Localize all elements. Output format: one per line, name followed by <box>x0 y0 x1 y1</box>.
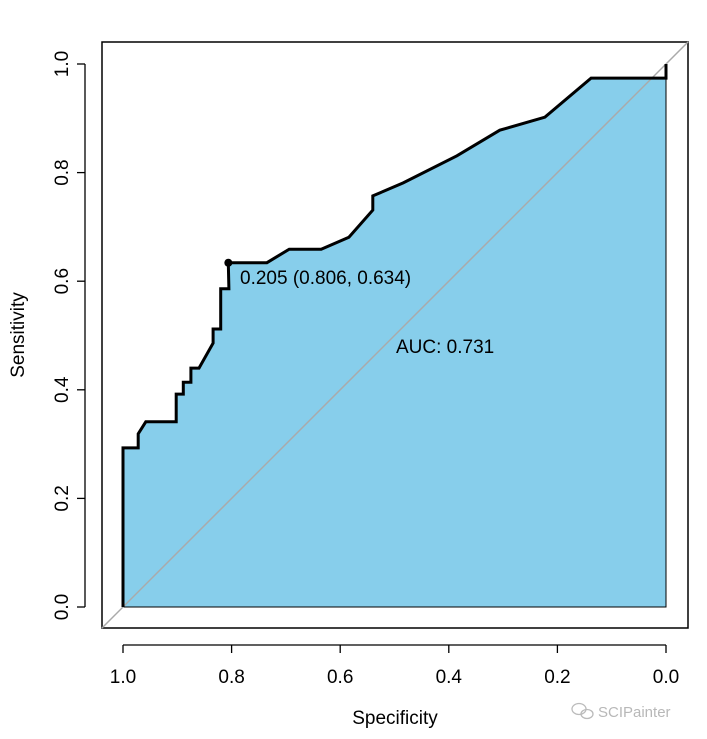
roc-curve <box>121 64 668 607</box>
plot-frame <box>101 41 689 629</box>
x-axis-label: Specificity <box>352 708 438 729</box>
best-threshold-point <box>224 258 233 267</box>
y-tick-label: 0.0 <box>52 594 73 620</box>
y-tick-label: 1.0 <box>52 51 73 77</box>
y-tick-label: 0.4 <box>52 376 73 403</box>
best-threshold-label: 0.205 (0.806, 0.634) <box>240 268 411 289</box>
watermark: SCIPainter <box>571 702 671 721</box>
wechat-icon <box>571 702 594 720</box>
watermark-text: SCIPainter <box>598 704 671 721</box>
x-tick-label: 1.0 <box>110 667 136 688</box>
y-axis-label: Sensitivity <box>8 292 29 378</box>
x-tick-label: 0.6 <box>327 667 353 688</box>
x-tick-label: 0.8 <box>218 667 244 688</box>
y-tick-label: 0.8 <box>52 159 73 185</box>
y-tick-label: 0.2 <box>52 485 73 511</box>
x-tick-label: 0.0 <box>653 667 679 688</box>
auc-label: AUC: 0.731 <box>396 337 494 358</box>
y-tick-label: 0.6 <box>52 268 73 294</box>
diagonal-reference-line <box>101 41 689 629</box>
x-tick-label: 0.4 <box>436 667 463 688</box>
x-tick-label: 0.2 <box>544 667 570 688</box>
